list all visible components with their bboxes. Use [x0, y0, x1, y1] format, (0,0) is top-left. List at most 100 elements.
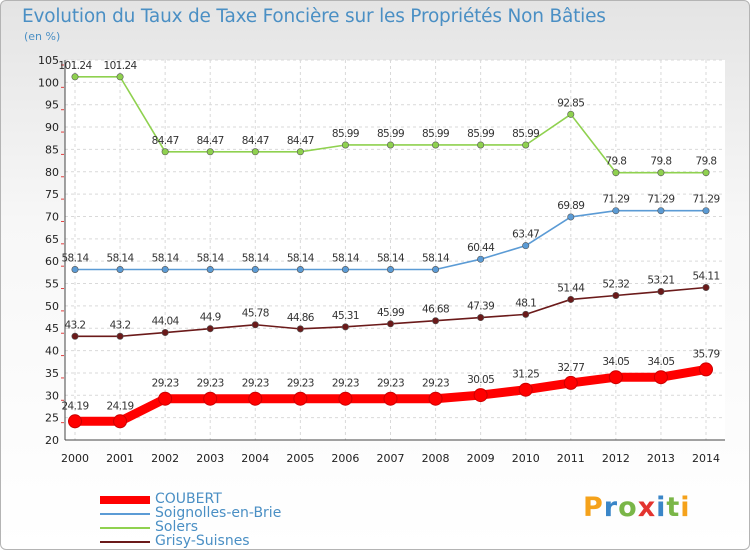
data-point [248, 391, 263, 406]
data-point [702, 284, 710, 292]
data-label: 84.47 [287, 135, 314, 147]
chart-title: Evolution du Taux de Taxe Foncière sur l… [22, 6, 606, 27]
data-point [612, 169, 620, 177]
data-point [206, 148, 214, 156]
data-label: 24.19 [61, 400, 88, 412]
data-label: 44.04 [152, 316, 180, 328]
data-label: 101.24 [58, 60, 92, 72]
data-label: 101.24 [104, 60, 138, 72]
data-label: 32.77 [557, 362, 584, 374]
x-tick-label: 2013 [647, 452, 675, 465]
data-point [477, 314, 485, 322]
data-point [386, 141, 394, 149]
x-tick-label: 2011 [557, 452, 585, 465]
data-point [341, 141, 349, 149]
data-label: 60.44 [467, 242, 495, 254]
data-label: 71.29 [647, 194, 674, 206]
data-point [702, 207, 710, 215]
data-label: 46.68 [422, 304, 449, 316]
data-point [293, 391, 308, 406]
data-point [612, 207, 620, 215]
data-point [608, 370, 623, 385]
data-label: 31.25 [512, 369, 539, 381]
data-label: 58.14 [332, 252, 360, 264]
legend-swatch [100, 513, 150, 515]
data-label: 79.8 [605, 156, 626, 168]
data-point [657, 207, 665, 215]
data-point [116, 73, 124, 81]
data-label: 79.8 [696, 156, 717, 168]
data-label: 54.11 [692, 271, 719, 283]
data-label: 45.78 [242, 308, 269, 320]
data-point [341, 323, 349, 331]
proxiti-logo: Proxiti [583, 492, 691, 523]
data-point [653, 370, 668, 385]
data-label: 29.23 [377, 378, 404, 390]
x-tick-label: 2003 [196, 452, 224, 465]
data-label: 85.99 [422, 128, 449, 140]
data-label: 58.14 [377, 252, 405, 264]
y-tick-label: 105 [38, 54, 59, 67]
x-tick-label: 2008 [422, 452, 450, 465]
data-point [206, 265, 214, 273]
data-label: 58.14 [287, 252, 315, 264]
data-label: 35.79 [692, 348, 719, 360]
data-point [473, 388, 488, 403]
data-label: 58.14 [107, 252, 135, 264]
axis-layer: 20 25 30 35 40 45 50 55 60 65 70 75 80 85 90 95 100 105 20… [38, 54, 725, 465]
x-tick-label: 2014 [692, 452, 720, 465]
x-tick-label: 2000 [61, 452, 89, 465]
data-point [71, 332, 79, 340]
logo-letter: P [583, 492, 604, 523]
data-label: 29.23 [197, 378, 224, 390]
data-point [657, 288, 665, 296]
y-tick-label: 85 [45, 143, 59, 156]
data-label: 29.23 [332, 378, 359, 390]
legend-swatch [100, 527, 150, 529]
data-label: 29.23 [242, 378, 269, 390]
y-tick-label: 30 [45, 389, 59, 402]
data-label: 84.47 [242, 135, 269, 147]
data-label: 47.39 [467, 301, 494, 313]
data-point [386, 320, 394, 328]
x-tick-label: 2001 [106, 452, 134, 465]
data-label: 24.19 [107, 400, 134, 412]
data-point [432, 141, 440, 149]
data-point [567, 295, 575, 303]
data-point [116, 332, 124, 340]
data-point [296, 265, 304, 273]
data-label: 43.2 [65, 319, 86, 331]
data-point [251, 148, 259, 156]
data-label: 45.31 [332, 310, 359, 322]
data-point [341, 265, 349, 273]
data-point [428, 391, 443, 406]
series-layer [68, 73, 713, 429]
legend-label: Soignolles-en-Brie [155, 505, 282, 521]
data-point [161, 265, 169, 273]
data-label: 71.29 [692, 194, 719, 206]
chart-unit-label: (en %) [24, 30, 61, 43]
data-point [296, 325, 304, 333]
data-point [338, 391, 353, 406]
data-label: 85.99 [332, 128, 359, 140]
x-tick-label: 2012 [602, 452, 630, 465]
data-label: 52.32 [602, 279, 629, 291]
data-label: 84.47 [152, 135, 179, 147]
y-tick-label: 45 [45, 322, 59, 335]
x-tick-label: 2007 [377, 452, 405, 465]
data-point [68, 414, 82, 429]
data-point [71, 73, 79, 81]
data-label: 34.05 [602, 356, 629, 368]
data-label-layer: 24.19 24.19 29.23 29.23 29.23 29.23 29.23 29.23… [58, 60, 720, 412]
data-label: 45.99 [377, 307, 404, 319]
data-label: 53.21 [647, 275, 674, 287]
data-point [386, 265, 394, 273]
data-label: 58.14 [422, 252, 450, 264]
data-label: 58.14 [152, 252, 180, 264]
x-tick-label: 2002 [151, 452, 179, 465]
logo-letter: r [603, 492, 619, 523]
logo-letter: o [618, 492, 638, 523]
logo-letter: x [637, 492, 657, 523]
data-label: 51.44 [557, 282, 585, 294]
